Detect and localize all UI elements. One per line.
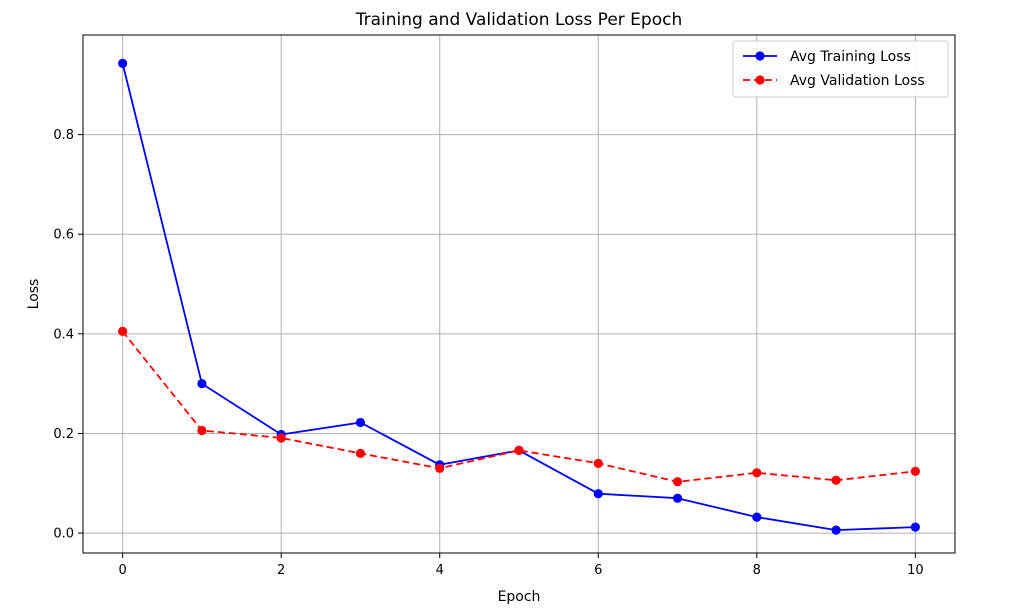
x-tick-label: 6 [594, 563, 602, 578]
avg-validation-loss-point [672, 477, 683, 487]
avg-training-loss-point [672, 493, 683, 503]
avg-training-loss-point [831, 525, 841, 535]
chart-title: Training and Validation Loss Per Epoch [355, 10, 682, 30]
series-layer [118, 58, 920, 535]
y-tick-label: 0.2 [53, 427, 74, 442]
avg-validation-loss-point [276, 433, 286, 443]
avg-training-loss-point [910, 522, 920, 532]
avg-training-loss-point [355, 417, 366, 428]
x-tick-label: 4 [436, 563, 444, 578]
legend-items: Avg Training Loss Avg Validation Loss [743, 49, 925, 89]
avg-validation-loss-line [121, 330, 916, 483]
x-tick-label: 8 [753, 563, 761, 578]
avg-validation-loss-point [197, 425, 207, 436]
legend: Avg Training Loss Avg Validation Loss [732, 40, 949, 98]
plot-area-frame [82, 34, 956, 554]
avg-validation-loss-point [435, 463, 445, 473]
avg-validation-loss-point [910, 466, 920, 476]
avg-validation-loss-point [593, 458, 603, 468]
legend-box [732, 40, 949, 98]
y-axis-ticks: 0.0 0.2 0.4 0.6 0.8 [53, 128, 83, 542]
avg-validation-loss-point [514, 445, 524, 455]
x-tick-label: 2 [277, 563, 285, 578]
avg-validation-loss-point [355, 448, 366, 458]
legend-avg-training-loss-marker [755, 51, 765, 61]
legend-avg-validation-loss-label: Avg Validation Loss [790, 73, 925, 89]
y-tick-label: 0.0 [53, 527, 74, 542]
legend-avg-training-loss-label: Avg Training Loss [790, 49, 911, 65]
y-tick-label: 0.8 [53, 128, 74, 143]
avg-training-loss-point [593, 489, 603, 499]
legend-avg-validation-loss-marker [755, 75, 765, 85]
x-tick-label: 0 [118, 563, 126, 578]
y-axis-label: Loss [26, 279, 42, 310]
avg-training-loss-point [118, 58, 128, 68]
avg-validation-loss-point [831, 475, 841, 485]
grid-lines [83, 35, 955, 553]
y-tick-label: 0.4 [53, 327, 74, 342]
avg-training-loss-point [752, 512, 762, 522]
y-tick-label: 0.6 [53, 228, 74, 243]
x-axis-ticks: 0 2 4 6 8 10 [118, 553, 924, 578]
avg-training-loss-point [197, 379, 207, 389]
avg-validation-loss-point [118, 326, 128, 336]
avg-validation-loss-point [752, 468, 762, 478]
x-tick-label: 10 [907, 563, 924, 578]
x-axis-label: Epoch [498, 589, 541, 605]
avg-training-loss-line [121, 63, 916, 531]
